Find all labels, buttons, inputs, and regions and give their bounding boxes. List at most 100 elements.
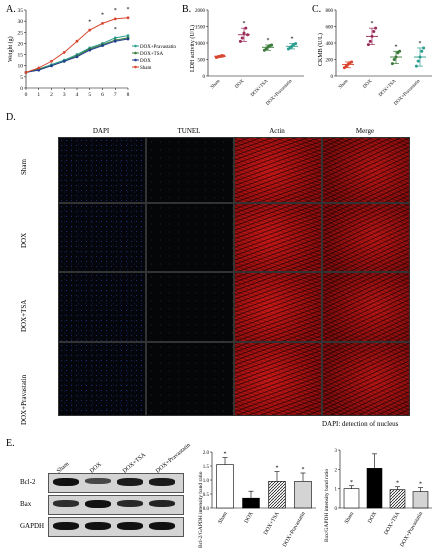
weight-series-line xyxy=(25,17,129,73)
ldh-significance-star: * xyxy=(291,37,294,43)
weight-x-tick-label: 2 xyxy=(50,92,53,98)
weight-x-tick-label: 5 xyxy=(88,92,91,98)
bax-y-tick-label: 2 xyxy=(335,468,338,473)
ldh-data-point xyxy=(294,42,298,46)
bax-category-label: DOX+TSA xyxy=(383,511,401,536)
weight-y-tick-label: 15 xyxy=(18,53,24,59)
ckmb-data-point xyxy=(372,29,376,33)
ckmb-data-point xyxy=(416,59,420,63)
ckmb-scatter-chart: CKMB (U/L) 0 200 400 600 800 Sham DOX * DOX+TSA *… xyxy=(317,9,432,107)
blot-band xyxy=(53,478,79,486)
blot-band xyxy=(53,522,79,530)
bcl2-bar xyxy=(268,481,286,509)
weight-data-point xyxy=(126,16,130,20)
ckmb-data-point xyxy=(392,58,396,61)
weight-y-tick-label: 10 xyxy=(18,64,24,70)
row-label-dox-pravastatin: DOX+Pravastatin xyxy=(20,374,28,425)
weight-x-tick-label: 6 xyxy=(101,92,104,98)
bax-category-label: DOX+Pravastatin xyxy=(399,511,424,548)
column-label-actin: Actin xyxy=(269,127,285,135)
micrograph-tunel-dox xyxy=(146,203,234,272)
ldh-y-tick-label: 2000 xyxy=(195,9,206,14)
blot-band xyxy=(117,522,143,530)
blot-band xyxy=(85,478,111,484)
ckmb-y-tick-label: 400 xyxy=(326,42,334,47)
blot-protein-label: Bcl-2 xyxy=(20,478,36,486)
weight-data-point xyxy=(37,68,41,72)
ckmb-y-tick-label: 800 xyxy=(326,9,334,14)
ldh-category-label: DOX+TSA xyxy=(250,79,270,99)
blot-strip-gapdh xyxy=(48,517,184,537)
bcl2-category-label: DOX+TSA xyxy=(263,511,281,536)
weight-y-tick-label: 0 xyxy=(20,86,23,92)
significance-star: * xyxy=(127,7,130,13)
legend-entry: DOX+TSA xyxy=(140,52,163,57)
dapi-caption: DAPI: detection of nucleus xyxy=(322,420,399,428)
weight-data-point xyxy=(113,36,117,40)
bcl2-category-label: Sham xyxy=(217,510,229,524)
ckmb-category-label: DOX+Pravastatin xyxy=(394,78,422,106)
bax-category-label: Sham xyxy=(344,510,356,524)
micrograph-dapi-sham xyxy=(58,137,146,203)
weight-y-tick-label: 5 xyxy=(20,75,23,81)
weight-data-point xyxy=(126,37,130,41)
blot-strip-bcl-2 xyxy=(48,473,184,493)
ldh-data-point xyxy=(242,31,246,35)
bax-y-tick-label: 1 xyxy=(335,488,338,493)
bcl2-significance-star: * xyxy=(276,466,279,472)
ckmb-category-label: DOX xyxy=(363,79,374,90)
legend-marker xyxy=(134,58,137,62)
bcl2-y-axis-label: Bcl-2/GAPDH intensity band ratio xyxy=(198,471,204,548)
bcl2-significance-star: * xyxy=(224,452,227,458)
ckmb-data-point xyxy=(398,49,402,53)
ckmb-category-label: DOX+TSA xyxy=(378,79,398,99)
bax-bar xyxy=(412,491,429,509)
weight-data-point xyxy=(50,64,53,68)
bax-significance-star: * xyxy=(396,481,399,487)
bcl2-bar xyxy=(294,481,312,509)
weight-data-point xyxy=(101,21,104,25)
ldh-data-point xyxy=(270,43,274,47)
weight-data-point xyxy=(88,28,92,32)
micrograph-merge-dox-tsa xyxy=(322,272,410,342)
bcl2-y-tick-label: 1.5 xyxy=(203,465,210,470)
weight-data-point xyxy=(101,44,104,48)
bcl2-bar xyxy=(242,497,260,509)
weight-x-tick-label: 3 xyxy=(63,92,66,98)
column-label-merge: Merge xyxy=(355,127,375,135)
bcl2-y-tick-label: 0.5 xyxy=(203,493,210,498)
ldh-category-label: DOX xyxy=(235,79,246,90)
significance-star: * xyxy=(114,8,117,14)
ckmb-y-tick-label: 200 xyxy=(326,59,334,64)
panel-c-label: C. xyxy=(312,4,322,15)
bax-category-label: DOX xyxy=(367,511,378,524)
bax-significance-star: * xyxy=(419,482,422,488)
weight-data-point xyxy=(75,39,79,43)
blot-band xyxy=(149,500,175,508)
ckmb-y-tick-label: 600 xyxy=(326,26,334,31)
bcl2-significance-star: * xyxy=(302,467,305,473)
bax-bar-chart: Bax/GAPDH intensity band ratio 0 1 2 3 Sham D… xyxy=(324,449,432,548)
ldh-data-point xyxy=(240,36,244,40)
panel-b-label: B. xyxy=(182,4,192,15)
significance-star: * xyxy=(88,19,91,25)
micrograph-merge-dox-pravastatin xyxy=(322,342,410,416)
micrograph-actin-sham xyxy=(234,137,322,203)
column-label-dapi: DAPI xyxy=(92,127,110,135)
micrograph-actin-dox xyxy=(234,203,322,272)
legend-marker xyxy=(134,51,137,55)
ldh-scatter-chart: LDH activity (U/L) 0 500 1000 1500 2000 Sham D… xyxy=(189,9,304,107)
ckmb-significance-star: * xyxy=(419,41,422,47)
micrograph-actin-dox-tsa xyxy=(234,272,322,342)
micrograph-dapi-dox-pravastatin xyxy=(58,342,146,416)
ckmb-y-axis-label: CKMB (U/L) xyxy=(317,33,324,66)
weight-y-tick-label: 25 xyxy=(18,30,24,36)
micrograph-merge-sham xyxy=(322,137,410,203)
panel-e-label: E. xyxy=(6,438,15,449)
weight-data-point xyxy=(62,50,66,54)
bcl2-category-label: DOX xyxy=(244,511,255,524)
weight-x-tick-label: 4 xyxy=(76,92,79,98)
weight-data-point xyxy=(113,17,117,21)
ckmb-data-point xyxy=(418,55,422,59)
bax-bar xyxy=(389,489,406,509)
